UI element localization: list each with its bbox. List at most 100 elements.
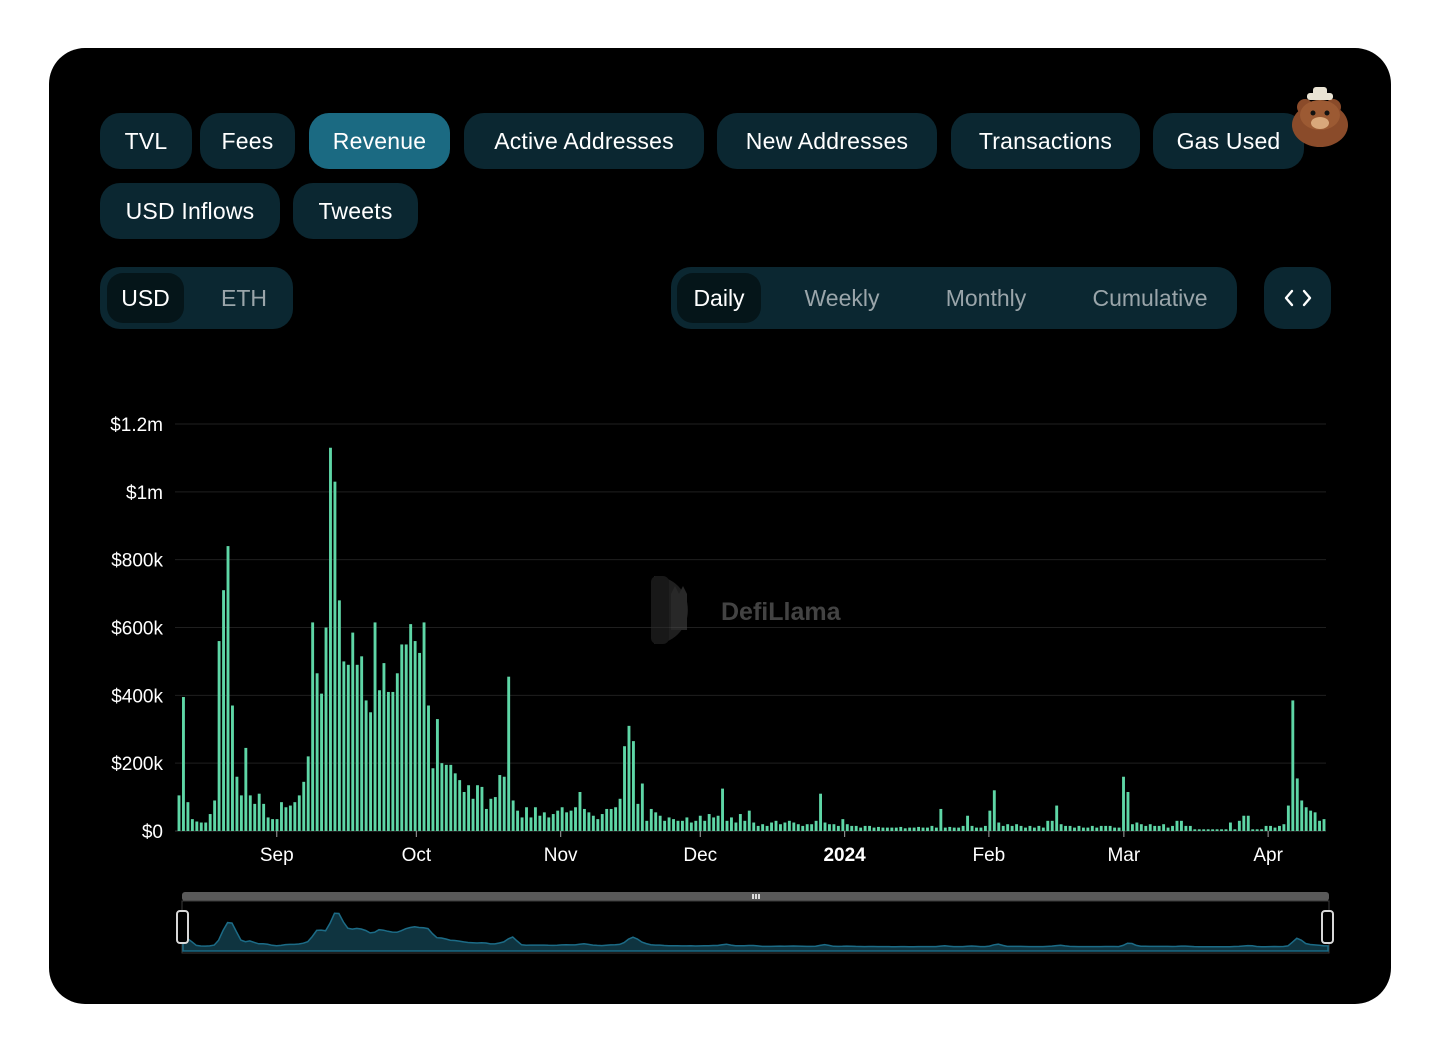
bar [1059, 824, 1063, 831]
bar [1233, 829, 1237, 831]
bar [596, 819, 600, 831]
bar [930, 825, 934, 831]
bar [458, 780, 462, 831]
bar [360, 656, 364, 831]
bar [253, 803, 257, 831]
bar [1228, 822, 1232, 831]
tab-fees[interactable]: Fees [200, 113, 295, 169]
bar [966, 815, 970, 831]
bar [1188, 825, 1192, 831]
range-brush[interactable] [176, 892, 1334, 954]
bar [872, 827, 876, 831]
bar [667, 817, 671, 831]
bar [912, 827, 916, 831]
bar [801, 825, 805, 831]
bar [676, 820, 680, 831]
bar [382, 663, 386, 831]
bar [885, 827, 889, 831]
bar [961, 825, 965, 831]
bar [703, 820, 707, 831]
tab-tvl[interactable]: TVL [100, 113, 192, 169]
bar [645, 820, 649, 831]
watermark: DefiLlama [651, 576, 842, 644]
bar [1032, 827, 1036, 831]
brush-preview-area [182, 912, 1329, 952]
bar [1291, 700, 1295, 831]
bar [1300, 800, 1304, 831]
bar [422, 622, 426, 831]
brush-left-handle[interactable] [176, 910, 189, 944]
denomination-option-usd[interactable]: USD [107, 273, 184, 323]
bar [231, 705, 234, 831]
bar [444, 764, 448, 831]
bar [199, 822, 203, 831]
bar [908, 827, 912, 831]
period-option-daily[interactable]: Daily [677, 273, 761, 323]
bar [484, 808, 488, 831]
tab-transactions[interactable]: Transactions [951, 113, 1140, 169]
bar [395, 673, 399, 831]
bar [373, 622, 377, 831]
embed-code-button[interactable] [1264, 267, 1331, 329]
bar [391, 691, 395, 831]
bar [636, 803, 640, 831]
bar [1175, 820, 1179, 831]
bar [743, 820, 747, 831]
bar [1286, 805, 1290, 831]
bar [983, 825, 987, 831]
x-tick-label: Sep [260, 845, 294, 866]
bar [819, 793, 822, 831]
bar [1064, 825, 1068, 831]
bar [903, 828, 907, 831]
tab-new-addresses[interactable]: New Addresses [717, 113, 937, 169]
bar [747, 810, 751, 831]
bar [1001, 825, 1005, 831]
bar [1024, 827, 1027, 831]
bar [516, 810, 520, 831]
bar [663, 820, 667, 831]
bar [779, 824, 782, 831]
denomination-option-eth[interactable]: ETH [221, 284, 267, 311]
bar [1095, 827, 1099, 831]
bar [712, 817, 716, 831]
tab-active-addresses[interactable]: Active Addresses [464, 113, 704, 169]
bar [565, 812, 569, 831]
bar [1073, 827, 1076, 831]
bar [542, 812, 546, 831]
y-tick-label: $1.2m [110, 415, 163, 436]
brush-right-handle[interactable] [1321, 910, 1334, 944]
bar [1211, 829, 1215, 831]
bar [681, 820, 684, 831]
bar [288, 805, 292, 831]
bar [756, 825, 760, 831]
bar [177, 795, 181, 831]
bar [386, 691, 390, 831]
bar [725, 820, 729, 831]
period-option-cumulative[interactable]: Cumulative [1092, 284, 1208, 311]
bar [979, 827, 983, 831]
bar [845, 824, 849, 831]
bar [1237, 820, 1241, 831]
tab-gas-used[interactable]: Gas Used [1153, 113, 1304, 169]
bar [257, 793, 261, 831]
bar [934, 827, 938, 831]
bar [409, 624, 413, 831]
bar [988, 810, 992, 831]
bar [640, 783, 644, 831]
bar [284, 807, 288, 831]
bar [1148, 824, 1152, 831]
bar [507, 676, 511, 831]
bar [730, 817, 733, 831]
bar [787, 820, 791, 831]
tab-tweets[interactable]: Tweets [293, 183, 418, 239]
bar [765, 825, 769, 831]
bar [939, 808, 943, 831]
bar [1220, 829, 1223, 831]
bar [761, 824, 765, 831]
period-option-monthly[interactable]: Monthly [945, 284, 1027, 311]
tab-usd-inflows[interactable]: USD Inflows [100, 183, 280, 239]
tab-revenue[interactable]: Revenue [309, 113, 450, 169]
bar [1162, 824, 1166, 831]
period-option-weekly[interactable]: Weekly [804, 284, 880, 311]
bar [890, 827, 894, 831]
